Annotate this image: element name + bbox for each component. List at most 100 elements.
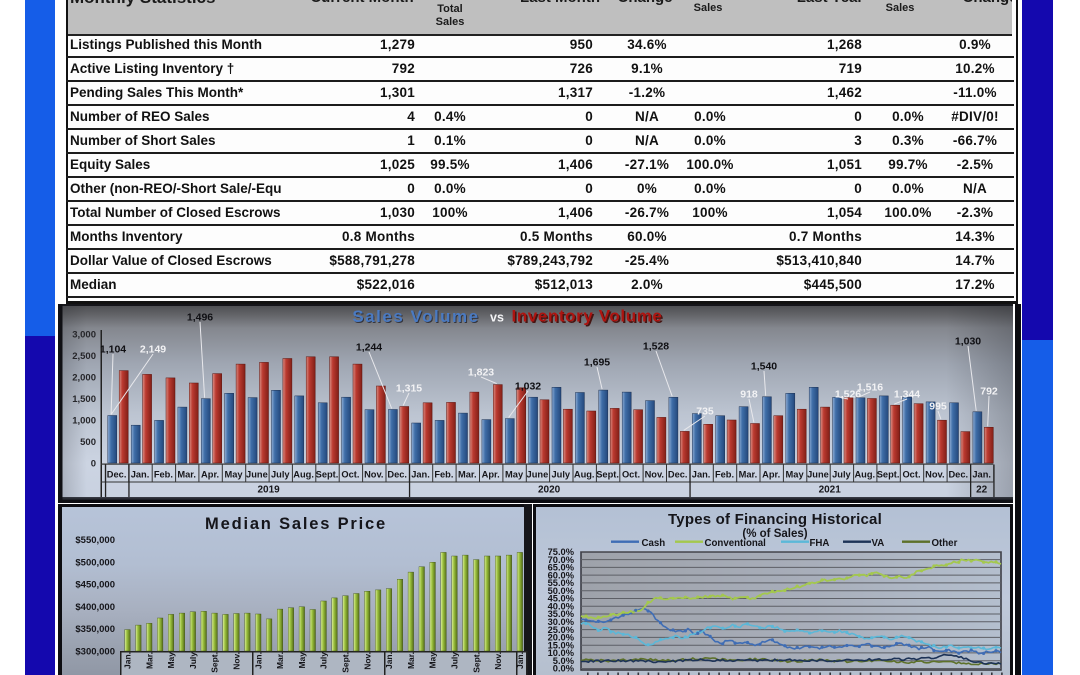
svg-text:0.0%: 0.0% [553, 664, 575, 674]
svg-text:Jan.: Jan. [253, 652, 263, 669]
svg-text:2021: 2021 [819, 485, 842, 496]
svg-text:Aug.: Aug. [293, 470, 314, 480]
svg-text:22: 22 [976, 485, 988, 496]
svg-text:1,695: 1,695 [584, 357, 610, 369]
svg-text:75.0%: 75.0% [548, 547, 575, 557]
svg-text:Conventional: Conventional [705, 538, 766, 549]
svg-text:$350,000: $350,000 [75, 624, 115, 635]
svg-text:Dec.: Dec. [107, 470, 127, 480]
svg-text:Jan.: Jan. [131, 470, 150, 480]
svg-text:Sales Volume: Sales Volume [353, 308, 480, 327]
svg-text:Feb.: Feb. [715, 470, 734, 480]
svg-text:Sept.: Sept. [316, 470, 339, 480]
svg-text:Aug.: Aug. [574, 470, 595, 480]
svg-text:FHA: FHA [810, 538, 830, 549]
svg-text:5.0%: 5.0% [553, 656, 575, 666]
svg-text:1,030: 1,030 [955, 336, 981, 348]
svg-text:25.0%: 25.0% [548, 625, 575, 635]
svg-text:40.0%: 40.0% [548, 602, 575, 612]
svg-text:May: May [297, 652, 307, 669]
svg-text:July: July [188, 652, 198, 669]
svg-text:Nov.: Nov. [364, 470, 383, 480]
svg-text:May: May [786, 470, 805, 480]
svg-text:Apr.: Apr. [482, 470, 500, 480]
svg-text:Jan.: Jan. [411, 470, 430, 480]
svg-text:$450,000: $450,000 [75, 580, 115, 591]
svg-text:Feb.: Feb. [434, 470, 453, 480]
svg-text:70.0%: 70.0% [548, 555, 575, 565]
svg-text:Oct.: Oct. [341, 470, 359, 480]
svg-text:1,315: 1,315 [396, 383, 422, 395]
svg-text:500: 500 [80, 437, 96, 448]
svg-text:Jan.: Jan. [972, 470, 991, 480]
svg-text:Sept.: Sept. [877, 470, 900, 480]
svg-text:Mar.: Mar. [458, 470, 477, 480]
svg-text:0: 0 [91, 459, 96, 470]
svg-text:1,526: 1,526 [835, 389, 861, 401]
svg-text:Sept.: Sept. [210, 652, 220, 673]
svg-text:30.0%: 30.0% [548, 617, 575, 627]
svg-text:Mar.: Mar. [177, 470, 196, 480]
svg-text:July: July [450, 652, 460, 669]
svg-text:1,500: 1,500 [72, 394, 96, 405]
svg-text:Sept.: Sept. [341, 652, 351, 673]
svg-text:15.0%: 15.0% [548, 640, 575, 650]
svg-text:Feb.: Feb. [154, 470, 173, 480]
svg-text:May: May [166, 652, 176, 669]
svg-text:$550,000: $550,000 [75, 535, 115, 546]
svg-text:(% of Sales): (% of Sales) [742, 528, 807, 540]
svg-text:2,149: 2,149 [140, 344, 166, 356]
svg-text:June: June [246, 470, 268, 480]
svg-text:Jan.: Jan. [692, 470, 711, 480]
svg-text:Inventory Volume: Inventory Volume [513, 308, 664, 327]
svg-text:1,496: 1,496 [187, 312, 213, 324]
svg-text:65.0%: 65.0% [548, 563, 575, 573]
svg-text:1,244: 1,244 [356, 342, 382, 354]
svg-text:Aug.: Aug. [854, 470, 875, 480]
svg-text:June: June [527, 470, 549, 480]
svg-text:Dec.: Dec. [668, 470, 688, 480]
svg-text:995: 995 [929, 401, 947, 413]
svg-text:1,000: 1,000 [72, 416, 96, 427]
svg-text:Jan.: Jan. [515, 652, 525, 669]
svg-text:Mar.: Mar. [739, 470, 758, 480]
svg-text:2020: 2020 [538, 485, 561, 496]
svg-text:60.0%: 60.0% [548, 570, 575, 580]
svg-text:June: June [807, 470, 829, 480]
svg-text:July: July [271, 470, 290, 480]
svg-text:Sept.: Sept. [596, 470, 619, 480]
svg-text:May: May [505, 470, 524, 480]
svg-text:$300,000: $300,000 [75, 647, 115, 658]
svg-text:Nov.: Nov. [925, 470, 944, 480]
svg-text:Oct.: Oct. [622, 470, 640, 480]
svg-text:Jan.: Jan. [123, 652, 133, 669]
svg-text:Types of Financing Historical: Types of Financing Historical [668, 511, 882, 528]
svg-text:Mar.: Mar. [144, 652, 154, 669]
svg-text:1,516: 1,516 [857, 382, 883, 394]
svg-text:Apr.: Apr. [201, 470, 219, 480]
svg-text:$500,000: $500,000 [75, 557, 115, 568]
svg-text:Nov.: Nov. [362, 652, 372, 670]
svg-text:55.0%: 55.0% [548, 578, 575, 588]
svg-text:20.0%: 20.0% [548, 633, 575, 643]
svg-text:July: July [832, 470, 851, 480]
svg-text:Oct.: Oct. [902, 470, 920, 480]
svg-text:July: July [319, 652, 329, 669]
svg-text:Sept.: Sept. [471, 652, 481, 673]
svg-text:2,500: 2,500 [72, 351, 96, 362]
svg-text:Dec.: Dec. [387, 470, 407, 480]
svg-text:Inventory Volume: Inventory Volume [512, 307, 663, 326]
svg-text:Jan.: Jan. [384, 652, 394, 669]
svg-text:$400,000: $400,000 [75, 602, 115, 613]
svg-text:Median Sales Price: Median Sales Price [205, 515, 387, 533]
svg-text:vs: vs [490, 311, 504, 325]
svg-text:1,540: 1,540 [751, 361, 777, 373]
svg-text:10.0%: 10.0% [548, 648, 575, 658]
svg-text:1,032: 1,032 [515, 381, 541, 393]
svg-text:792: 792 [980, 386, 998, 398]
svg-text:Sales Volume: Sales Volume [352, 307, 479, 326]
svg-text:735: 735 [696, 406, 714, 418]
svg-text:1,104: 1,104 [100, 344, 126, 356]
svg-text:Dec.: Dec. [948, 470, 968, 480]
svg-text:Nov.: Nov. [232, 652, 242, 670]
